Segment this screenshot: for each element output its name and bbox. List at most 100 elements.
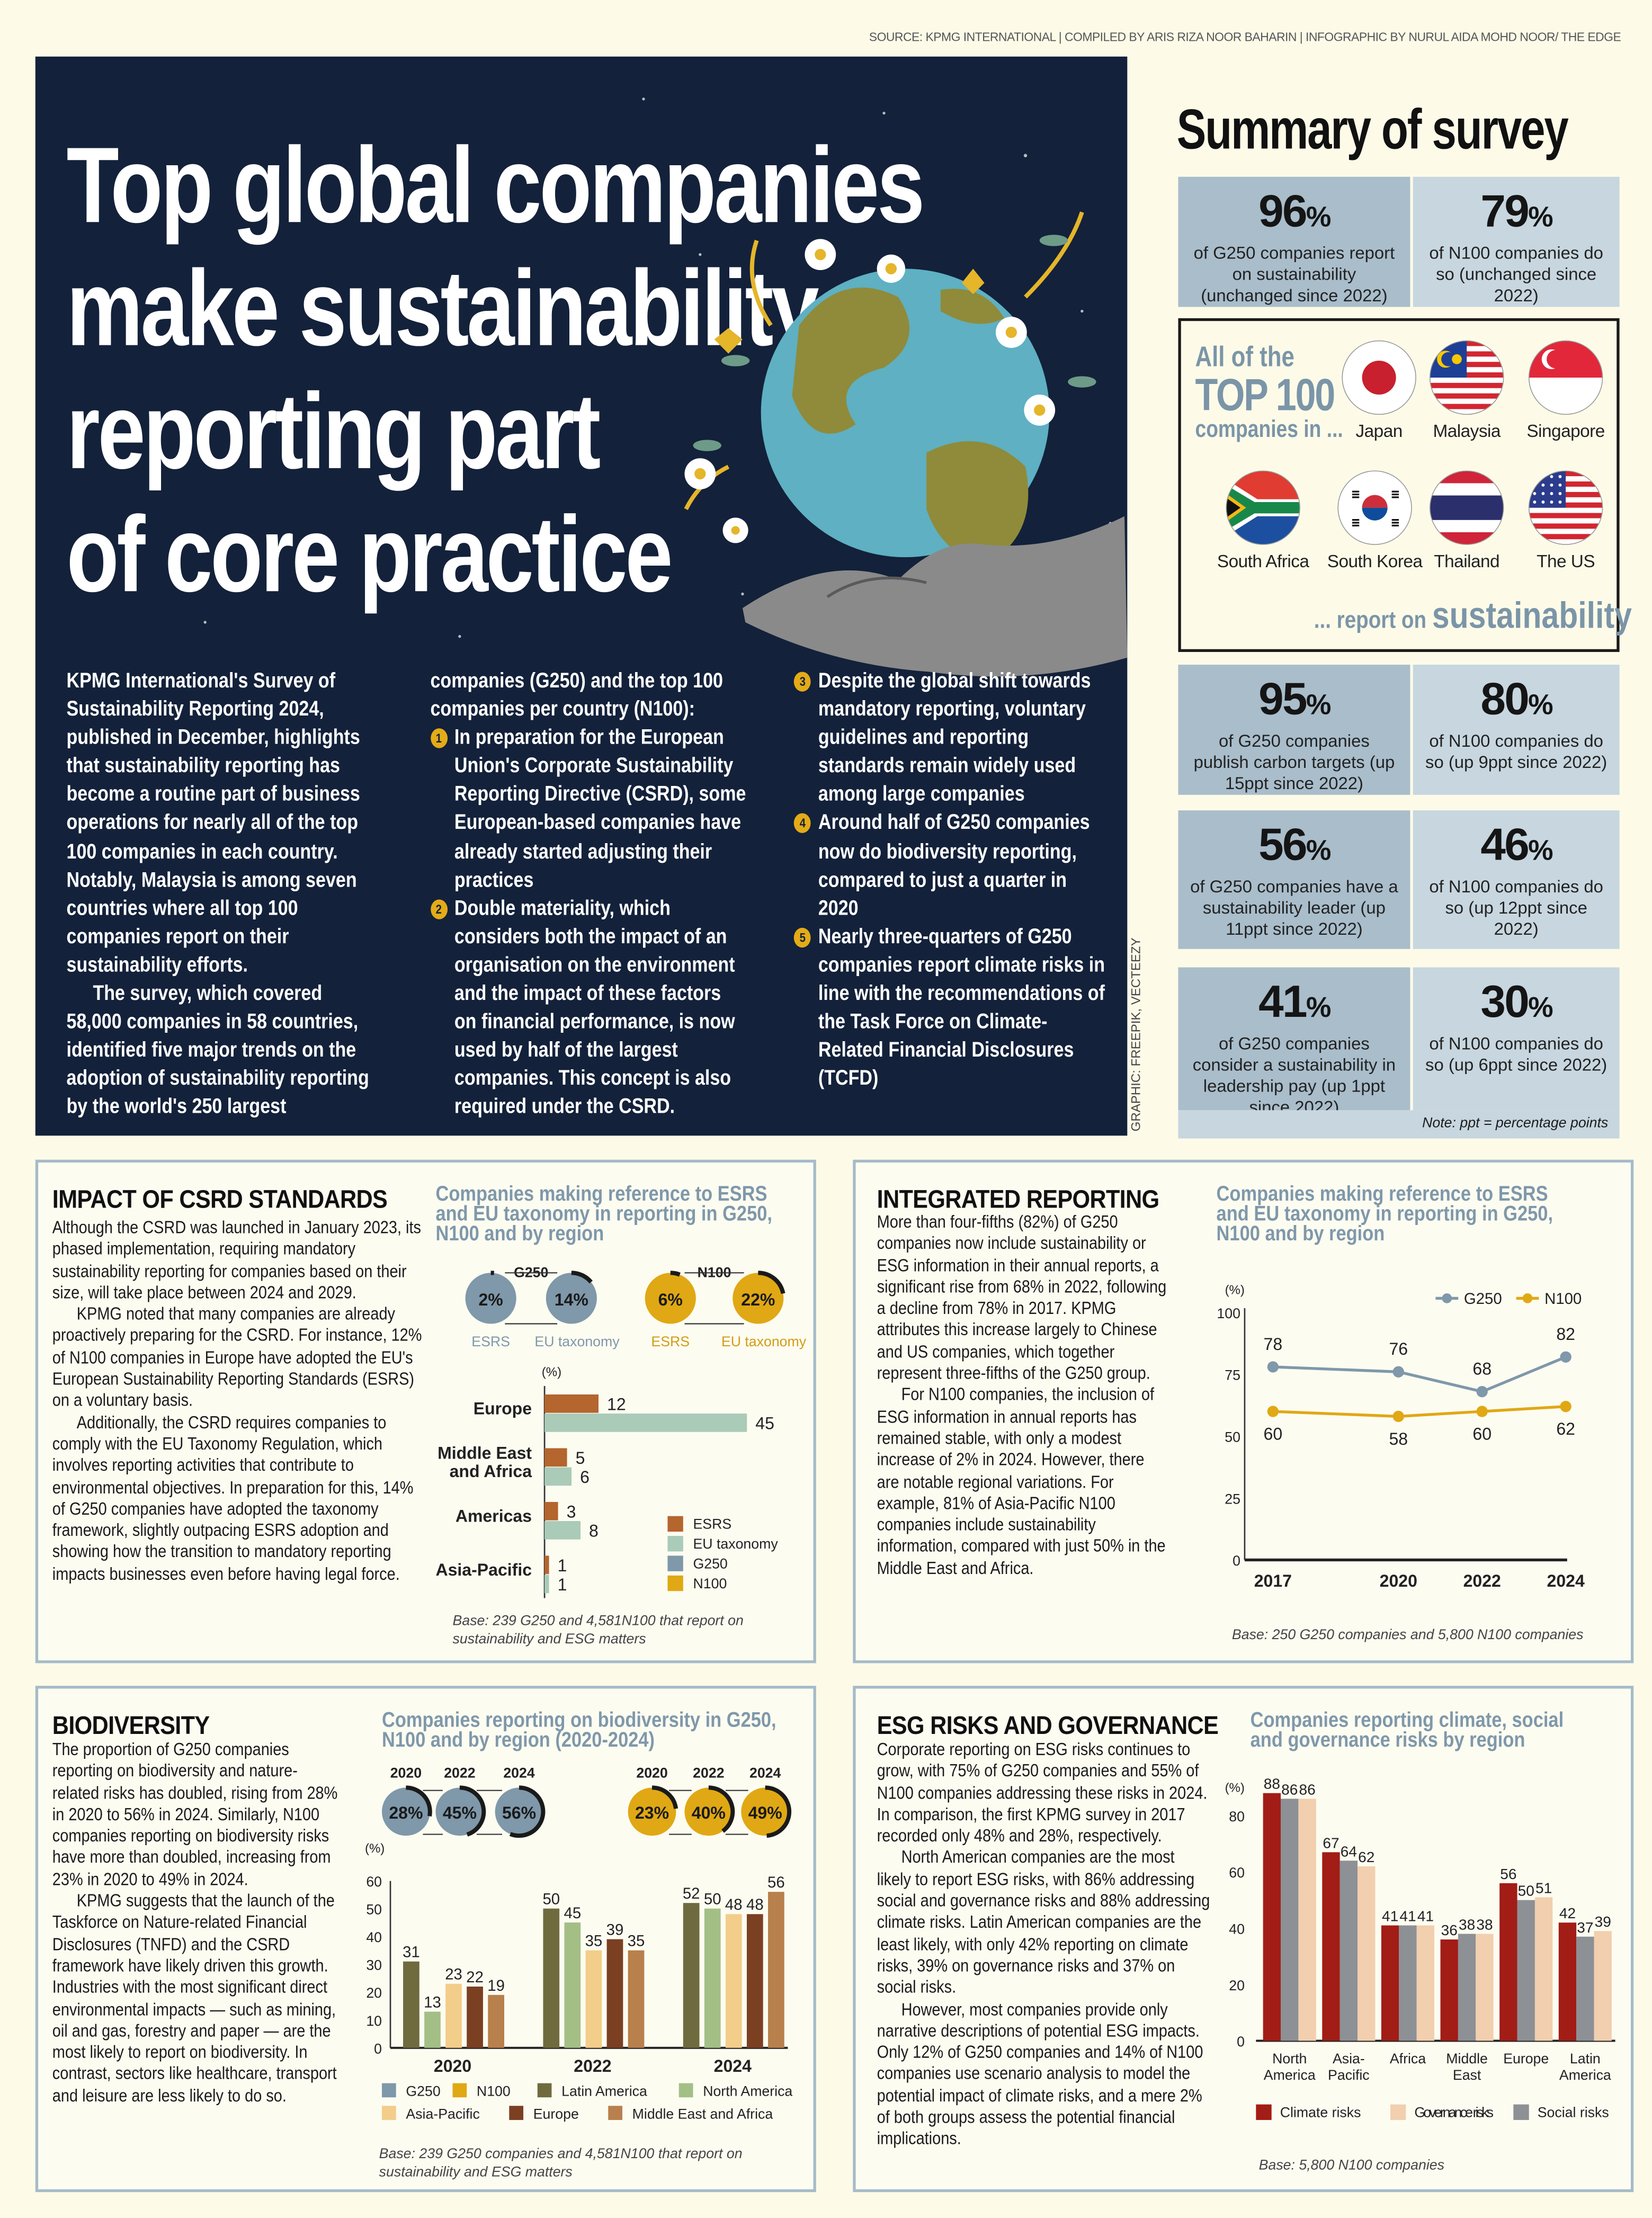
bar bbox=[628, 1950, 645, 2048]
bar bbox=[1594, 1931, 1612, 2041]
stat-description: of G250 companies report on sustainabili… bbox=[1193, 243, 1395, 306]
bar bbox=[1399, 1925, 1417, 2041]
legend-marker bbox=[1522, 1293, 1533, 1303]
donut-value: 40% bbox=[692, 1803, 726, 1822]
stat-number: 30 bbox=[1480, 976, 1529, 1027]
data-point bbox=[1476, 1385, 1488, 1398]
donut-value: 56% bbox=[502, 1803, 536, 1822]
country-label: Malaysia bbox=[1433, 421, 1501, 442]
bar-value-label: 48 bbox=[746, 1896, 764, 1913]
csrd-chart-base: Base: 239 G250 and 4,581N100 that report… bbox=[452, 1613, 744, 1648]
bar-value-label: 67 bbox=[1323, 1835, 1339, 1851]
data-label: 58 bbox=[1389, 1429, 1408, 1448]
bar bbox=[564, 1922, 581, 2048]
stat-value: 79% bbox=[1413, 185, 1620, 243]
stat-value: 80% bbox=[1413, 673, 1620, 731]
trend-item: 4 Around half of G250 companies now do bi… bbox=[794, 810, 1110, 924]
bar-value-label: 1 bbox=[558, 1575, 567, 1594]
x-tick-label: 2024 bbox=[714, 2056, 752, 2076]
donut-item-label: ESRS bbox=[651, 1334, 690, 1349]
flag-part bbox=[1352, 522, 1360, 524]
trend-text: Despite the global shift towards mandato… bbox=[818, 669, 1091, 807]
x-tick-label: 2017 bbox=[1254, 1571, 1292, 1590]
trend-text: Around half of G250 companies now do bio… bbox=[818, 811, 1090, 920]
bar bbox=[424, 2011, 441, 2048]
y-tick-label: 10 bbox=[366, 2013, 382, 2029]
year-label: 2024 bbox=[749, 1765, 781, 1781]
bar bbox=[543, 1908, 560, 2048]
bar-value-label: 3 bbox=[567, 1502, 576, 1521]
stat-unit: % bbox=[1306, 690, 1331, 721]
y-tick-label: 60 bbox=[1229, 1865, 1245, 1881]
stat-value: 30% bbox=[1413, 976, 1620, 1034]
country-label: Singapore bbox=[1526, 421, 1605, 442]
legend-swatch bbox=[1256, 2104, 1272, 2120]
trend-number-badge: 5 bbox=[794, 927, 811, 947]
flag-part bbox=[1452, 354, 1462, 364]
axis-unit: (%) bbox=[365, 1841, 385, 1856]
legend-label: N100 bbox=[477, 2083, 511, 2099]
flag-part bbox=[1391, 493, 1399, 496]
legend-swatch bbox=[667, 1516, 683, 1532]
intro-paragraph: The survey, which covered 58,000 compani… bbox=[66, 669, 723, 1120]
paragraph: More than four-fifths (82%) of G250 comp… bbox=[877, 1212, 1167, 1383]
legend-swatch bbox=[537, 2083, 552, 2098]
bar-value-label: 41 bbox=[1417, 1908, 1434, 1924]
stat-unit: % bbox=[1306, 992, 1331, 1024]
y-tick-label: 50 bbox=[1225, 1429, 1240, 1445]
stat-number: 96 bbox=[1258, 185, 1307, 236]
top100-intro: All of the TOP 100 companies in ... bbox=[1195, 344, 1343, 441]
bar bbox=[1281, 1799, 1299, 2041]
data-point bbox=[1476, 1406, 1488, 1417]
singapore-flag-icon bbox=[1529, 341, 1603, 415]
bar-esrs bbox=[544, 1448, 567, 1467]
biodiversity-chart-base: Base: 239 G250 companies and 4,581N100 t… bbox=[379, 2147, 743, 2181]
paragraph: The proportion of G250 companies reporti… bbox=[52, 1739, 338, 1890]
trend-text: Nearly three-quarters of G250 companies … bbox=[818, 925, 1105, 1091]
donut-circle bbox=[382, 1787, 430, 1836]
biodiversity-text: The proportion of G250 companies reporti… bbox=[52, 1740, 340, 2107]
donut-circle bbox=[628, 1787, 676, 1836]
bar bbox=[488, 1995, 504, 2048]
donut-circle bbox=[741, 1787, 790, 1836]
biodiversity-chart-title: Companies reporting on biodiversity in G… bbox=[382, 1708, 776, 1752]
title-line: make sustainability bbox=[66, 248, 819, 369]
bar bbox=[1558, 1922, 1577, 2041]
outro-prefix: ... report on bbox=[1314, 606, 1432, 634]
axis-unit: (%) bbox=[1225, 1283, 1245, 1297]
data-label: 60 bbox=[1264, 1424, 1283, 1443]
donut-circle bbox=[645, 1273, 696, 1324]
year-label: 2020 bbox=[636, 1765, 667, 1781]
legend-swatch bbox=[509, 2106, 524, 2120]
trend-item: 2 Double materiality, which considers bot… bbox=[430, 895, 746, 1122]
legend-swatch bbox=[667, 1575, 683, 1591]
trend-number-badge: 3 bbox=[794, 672, 811, 692]
bar-value-label: 36 bbox=[1441, 1922, 1458, 1938]
stat-value: 96% bbox=[1178, 185, 1410, 243]
line-n100 bbox=[1273, 1405, 1566, 1418]
country-label: Thailand bbox=[1434, 551, 1500, 571]
bar bbox=[1517, 1900, 1535, 2041]
legend-swatch bbox=[1390, 2104, 1406, 2120]
flag-part bbox=[1391, 490, 1399, 493]
stat-value: 56% bbox=[1178, 819, 1410, 877]
csrd-chart-title: Companies making reference to ESRS and E… bbox=[435, 1182, 772, 1246]
source-credit: SOURCE: KPMG INTERNATIONAL | COMPILED BY… bbox=[869, 30, 1621, 44]
flag-part bbox=[1558, 475, 1562, 478]
bar bbox=[1416, 1925, 1435, 2041]
title-line: reporting part bbox=[66, 372, 601, 493]
axis-unit: (%) bbox=[542, 1365, 561, 1379]
legend-label: Social risks bbox=[1538, 2105, 1609, 2121]
bar bbox=[1358, 1866, 1376, 2041]
category-label: America bbox=[1264, 2067, 1316, 2083]
donut-arc bbox=[670, 1271, 681, 1277]
bar-value-label: 50 bbox=[704, 1891, 721, 1908]
flag-part bbox=[1533, 475, 1537, 478]
legend-label: G250 bbox=[1464, 1290, 1502, 1308]
donut-item-label: ESRS bbox=[471, 1334, 510, 1349]
flag-part bbox=[1430, 495, 1504, 520]
flag-part bbox=[1391, 519, 1399, 521]
paragraph: North American companies are the most li… bbox=[877, 1847, 1210, 1998]
data-point bbox=[1392, 1366, 1404, 1378]
